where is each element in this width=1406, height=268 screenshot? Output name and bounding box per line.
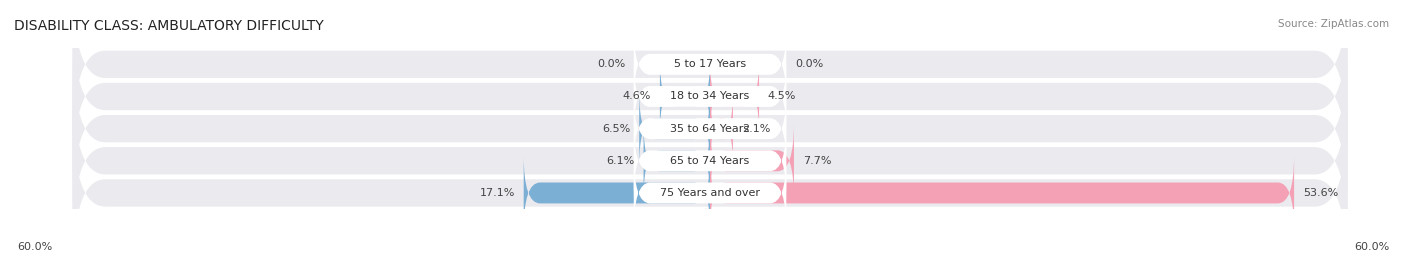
Text: Source: ZipAtlas.com: Source: ZipAtlas.com bbox=[1278, 19, 1389, 29]
FancyBboxPatch shape bbox=[73, 110, 1347, 268]
Text: 6.5%: 6.5% bbox=[602, 124, 630, 134]
FancyBboxPatch shape bbox=[634, 59, 786, 134]
Text: 75 Years and over: 75 Years and over bbox=[659, 188, 761, 198]
FancyBboxPatch shape bbox=[73, 0, 1347, 147]
FancyBboxPatch shape bbox=[73, 14, 1347, 179]
Text: 35 to 64 Years: 35 to 64 Years bbox=[671, 124, 749, 134]
Text: DISABILITY CLASS: AMBULATORY DIFFICULTY: DISABILITY CLASS: AMBULATORY DIFFICULTY bbox=[14, 19, 323, 33]
Text: 60.0%: 60.0% bbox=[1354, 242, 1389, 252]
Text: 53.6%: 53.6% bbox=[1303, 188, 1339, 198]
FancyBboxPatch shape bbox=[710, 123, 794, 199]
FancyBboxPatch shape bbox=[644, 123, 710, 199]
FancyBboxPatch shape bbox=[634, 27, 786, 102]
Text: 4.5%: 4.5% bbox=[768, 91, 796, 102]
Text: 17.1%: 17.1% bbox=[479, 188, 515, 198]
Text: 65 to 74 Years: 65 to 74 Years bbox=[671, 156, 749, 166]
FancyBboxPatch shape bbox=[73, 46, 1347, 211]
Text: 18 to 34 Years: 18 to 34 Years bbox=[671, 91, 749, 102]
FancyBboxPatch shape bbox=[659, 59, 710, 134]
Text: 2.1%: 2.1% bbox=[741, 124, 770, 134]
FancyBboxPatch shape bbox=[634, 155, 786, 231]
Text: 60.0%: 60.0% bbox=[17, 242, 52, 252]
Text: 0.0%: 0.0% bbox=[794, 59, 824, 69]
FancyBboxPatch shape bbox=[640, 91, 710, 166]
Text: 6.1%: 6.1% bbox=[606, 156, 636, 166]
Text: 0.0%: 0.0% bbox=[596, 59, 626, 69]
FancyBboxPatch shape bbox=[634, 91, 786, 166]
FancyBboxPatch shape bbox=[710, 91, 733, 166]
FancyBboxPatch shape bbox=[710, 59, 759, 134]
FancyBboxPatch shape bbox=[523, 155, 710, 231]
Text: 5 to 17 Years: 5 to 17 Years bbox=[673, 59, 747, 69]
Text: 4.6%: 4.6% bbox=[623, 91, 651, 102]
FancyBboxPatch shape bbox=[634, 123, 786, 199]
FancyBboxPatch shape bbox=[710, 155, 1294, 231]
FancyBboxPatch shape bbox=[73, 78, 1347, 244]
Text: 7.7%: 7.7% bbox=[803, 156, 831, 166]
